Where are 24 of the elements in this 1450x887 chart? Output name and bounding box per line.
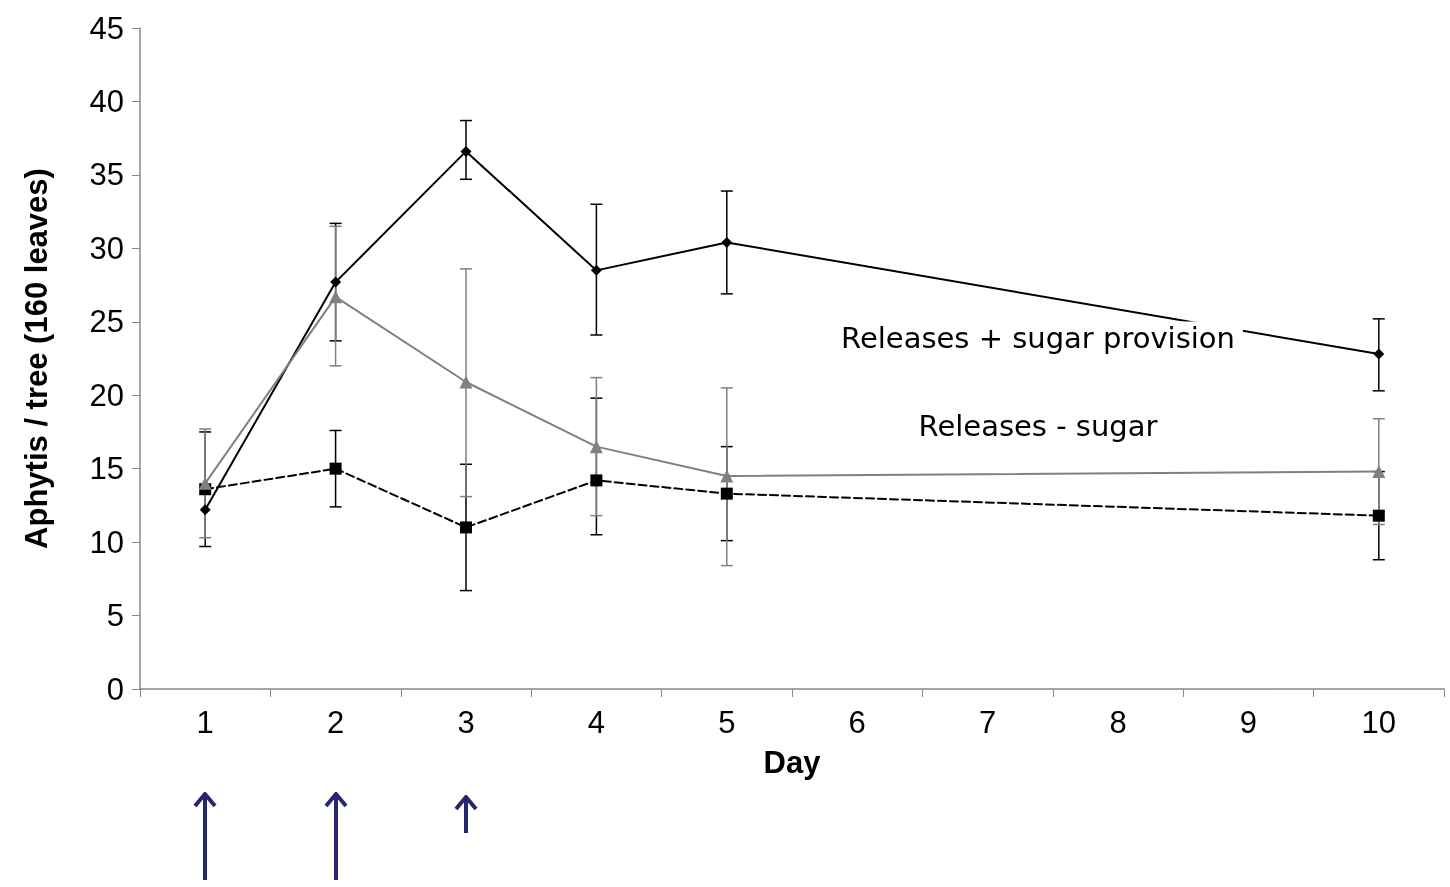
x-axis-title: Day [763,745,822,780]
x-tick-label: 5 [718,705,736,740]
x-tick-label: 10 [1361,705,1397,740]
x-tick-label: 8 [1109,705,1127,740]
y-axis-title: Aphytis / tree (160 leaves) [19,168,54,549]
y-tick-label: 0 [106,671,124,707]
x-tick-label: 6 [848,705,866,740]
y-tick-label: 25 [89,304,124,340]
y-tick-label: 40 [89,83,124,119]
x-tick-label: 9 [1239,705,1258,740]
y-tick-label: 5 [106,598,124,634]
y-tick-label: 30 [89,230,124,266]
x-tick-label: 1 [196,705,214,740]
x-tick-label: 4 [587,705,606,740]
y-tick-label: 20 [89,377,124,413]
series-label: Releases + sugar provision [841,320,1235,355]
x-tick-label: 2 [326,705,345,740]
y-tick-label: 45 [89,10,124,46]
x-tick-label: 7 [978,705,997,740]
y-tick-label: 15 [89,451,124,487]
y-tick-label: 10 [89,524,124,560]
x-tick-label: 3 [457,705,475,740]
y-tick-label: 35 [89,157,124,193]
series-label: Releases - sugar [918,409,1158,444]
